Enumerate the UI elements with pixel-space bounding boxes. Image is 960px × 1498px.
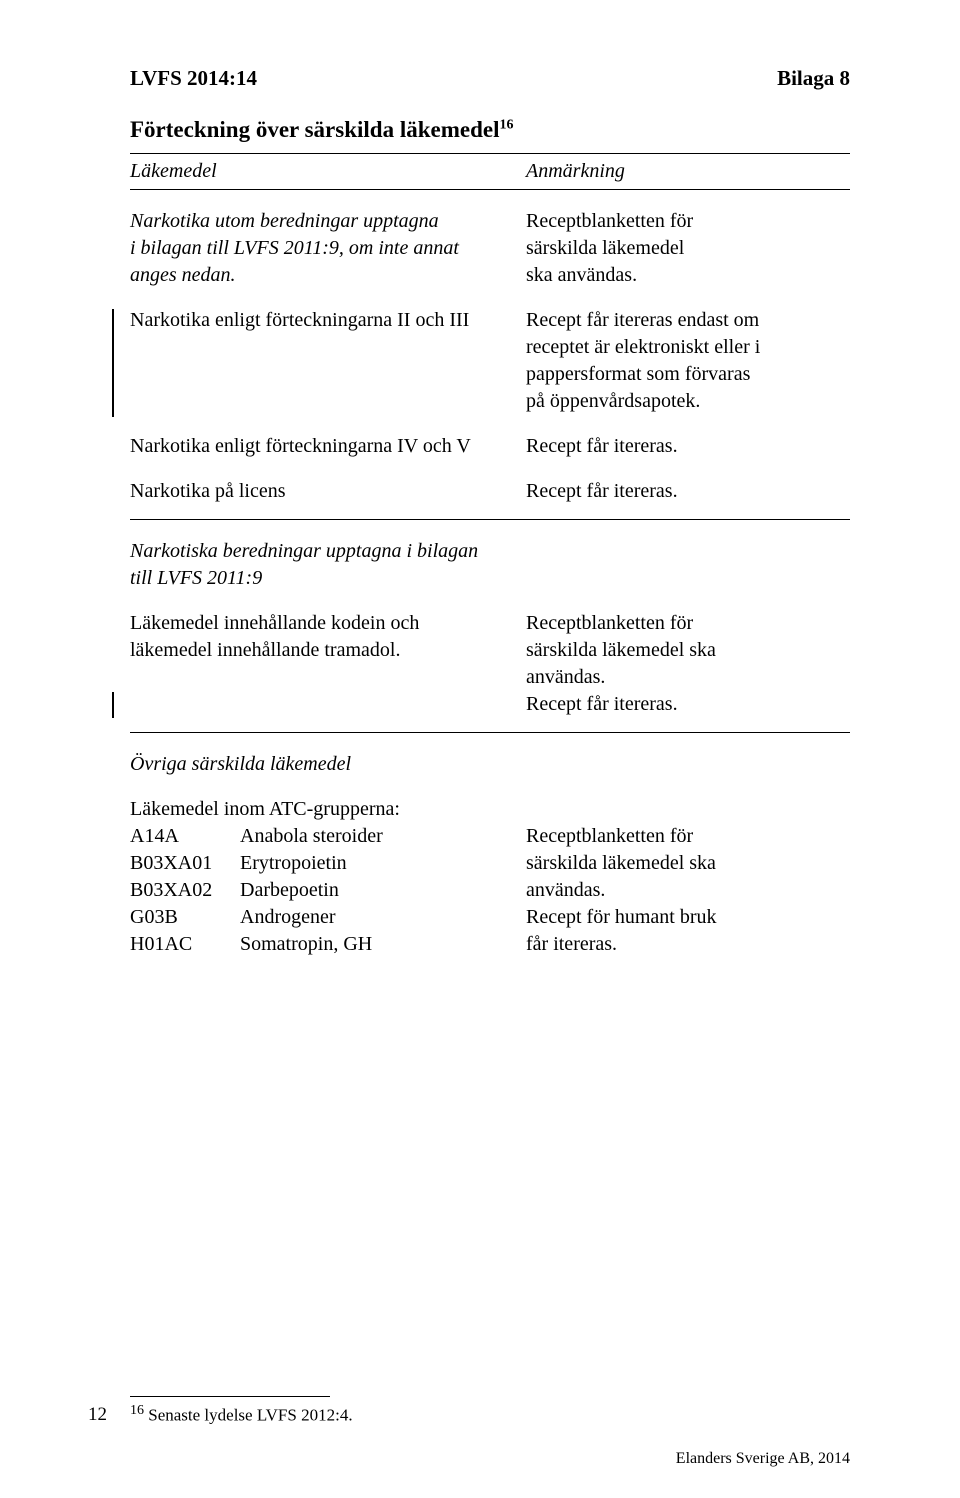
text: användas. (526, 879, 605, 901)
doc-id: LVFS 2014:14 (130, 64, 257, 92)
s1-row1: Narkotika utom beredningar upptagna i bi… (130, 208, 850, 289)
rule-under-header (130, 189, 850, 190)
text: Recept får itereras. (526, 480, 678, 502)
s2-r1-left: Läkemedel innehållande kodein och läkeme… (130, 610, 526, 718)
text: Receptblanketten för (526, 210, 693, 232)
s3-intro: Läkemedel inom ATC-grupperna: (130, 796, 508, 823)
page-number: 12 (88, 1402, 107, 1428)
s3-right: Receptblanketten för särskilda läkemedel… (526, 796, 850, 958)
s1-row3: Narkotika enligt förteckningarna IV och … (130, 433, 850, 460)
s2-row1: Läkemedel innehållande kodein och läkeme… (130, 610, 850, 718)
text: särskilda läkemedel ska (526, 639, 716, 661)
s3-body: Läkemedel inom ATC-grupperna: A14A Anabo… (130, 796, 850, 958)
text: Läkemedel innehållande kodein och (130, 612, 419, 634)
text: Recept för humant bruk (526, 906, 717, 928)
text: Recept får itereras endast om (526, 309, 759, 331)
title-text: Förteckning över särskilda läkemedel (130, 117, 499, 142)
s1-r3-right: Recept får itereras. (526, 433, 850, 460)
atc-name: Androgener (240, 904, 508, 931)
atc-name: Somatropin, GH (240, 931, 508, 958)
s1-r3-left: Narkotika enligt förteckningarna IV och … (130, 433, 526, 460)
appendix-label: Bilaga 8 (777, 64, 850, 92)
text: till LVFS 2011:9 (130, 567, 262, 589)
s1-row2: Narkotika enligt förteckningarna II och … (130, 307, 850, 415)
atc-row: G03B Androgener (130, 904, 508, 931)
atc-code: A14A (130, 823, 240, 850)
atc-code: B03XA01 (130, 850, 240, 877)
s2-heading: Narkotiska beredningar upptagna i bilaga… (130, 538, 850, 592)
s3-heading: Övriga särskilda läkemedel (130, 751, 850, 778)
s2-r1-right: Receptblanketten för särskilda läkemedel… (526, 610, 850, 718)
footnote: 16 Senaste lydelse LVFS 2012:4. (130, 1402, 353, 1428)
text: Narkotika enligt förteckningarna II och … (130, 309, 469, 331)
text: Narkotiska beredningar upptagna i bilaga… (130, 540, 478, 562)
col-header-left: Läkemedel (130, 158, 526, 185)
s3-left: Läkemedel inom ATC-grupperna: A14A Anabo… (130, 796, 526, 958)
change-bar (112, 309, 114, 417)
text: Narkotika enligt förteckningarna IV och … (130, 435, 471, 457)
column-headers: Läkemedel Anmärkning (130, 158, 850, 185)
s1-r4-left: Narkotika på licens (130, 478, 526, 505)
text: särskilda läkemedel (526, 237, 684, 259)
atc-row: A14A Anabola steroider (130, 823, 508, 850)
text: pappersformat som förvaras (526, 363, 750, 385)
text: anges nedan. (130, 264, 236, 286)
s1-r1-left: Narkotika utom beredningar upptagna i bi… (130, 208, 526, 289)
text: Recept får itereras. (526, 435, 678, 457)
atc-code: H01AC (130, 931, 240, 958)
atc-name: Erytropoietin (240, 850, 508, 877)
atc-row: B03XA01 Erytropoietin (130, 850, 508, 877)
text: i bilagan till LVFS 2011:9, om inte anna… (130, 237, 459, 259)
atc-name: Anabola steroider (240, 823, 508, 850)
footnote-rule (130, 1396, 330, 1397)
page-title: Förteckning över särskilda läkemedel16 (130, 114, 850, 145)
header-row: LVFS 2014:14 Bilaga 8 (130, 64, 850, 92)
text: får itereras. (526, 933, 617, 955)
s1-row4: Narkotika på licens Recept får itereras. (130, 478, 850, 505)
atc-name: Darbepoetin (240, 877, 508, 904)
rule-section-2 (130, 732, 850, 733)
text: Narkotika utom beredningar upptagna (130, 210, 439, 232)
text: användas. (526, 666, 605, 688)
text: ska användas. (526, 264, 637, 286)
rule-section-1 (130, 519, 850, 520)
s1-r1-right: Receptblanketten för särskilda läkemedel… (526, 208, 850, 289)
footnote-text: Senaste lydelse LVFS 2012:4. (144, 1406, 353, 1425)
footnote-sup: 16 (130, 1403, 144, 1418)
publisher: Elanders Sverige AB, 2014 (676, 1448, 850, 1470)
s1-r2-left: Narkotika enligt förteckningarna II och … (130, 307, 526, 415)
text: Receptblanketten för (526, 825, 693, 847)
page-content: LVFS 2014:14 Bilaga 8 Förteckning över s… (0, 0, 960, 958)
text: på öppenvårdsapotek. (526, 390, 700, 412)
title-superscript: 16 (499, 118, 513, 133)
atc-code: B03XA02 (130, 877, 240, 904)
text: läkemedel innehållande tramadol. (130, 639, 400, 661)
atc-row: B03XA02 Darbepoetin (130, 877, 508, 904)
text: receptet är elektroniskt eller i (526, 336, 760, 358)
text: särskilda läkemedel ska (526, 852, 716, 874)
text: Receptblanketten för (526, 612, 693, 634)
text: Narkotika på licens (130, 480, 286, 502)
atc-row: H01AC Somatropin, GH (130, 931, 508, 958)
change-bar (112, 692, 114, 718)
text: Recept får itereras. (526, 693, 678, 715)
s1-r2-right: Recept får itereras endast om receptet ä… (526, 307, 850, 415)
rule-top (130, 153, 850, 154)
atc-code: G03B (130, 904, 240, 931)
col-header-right: Anmärkning (526, 158, 850, 185)
s1-r4-right: Recept får itereras. (526, 478, 850, 505)
